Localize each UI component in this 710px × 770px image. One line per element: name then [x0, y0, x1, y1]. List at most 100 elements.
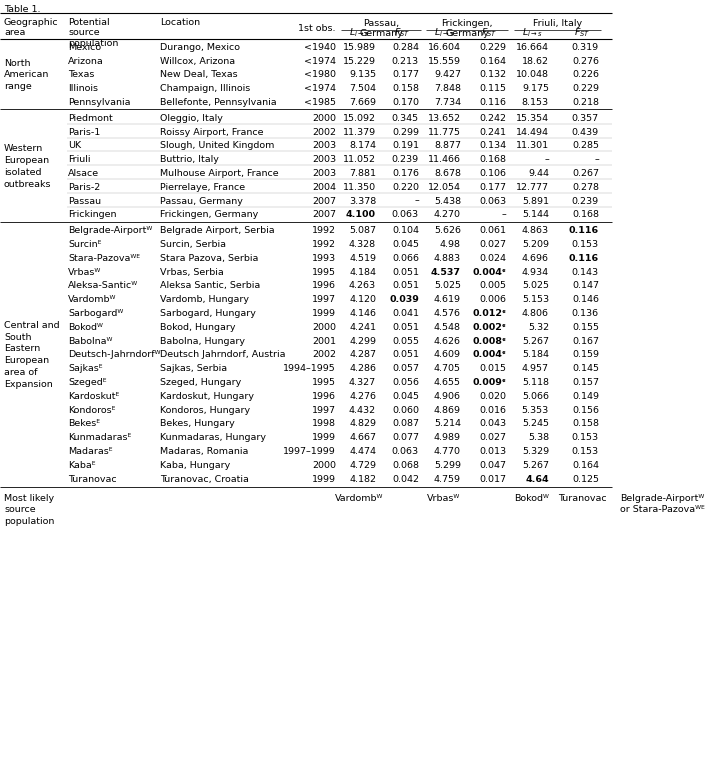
Text: Kardoskut, Hungary: Kardoskut, Hungary — [160, 392, 254, 400]
Text: Passau: Passau — [68, 196, 101, 206]
Text: 4.299: 4.299 — [349, 336, 376, 346]
Text: 4.270: 4.270 — [434, 210, 461, 219]
Text: 12.054: 12.054 — [428, 182, 461, 192]
Text: Vardombᵂ: Vardombᵂ — [335, 494, 383, 503]
Text: $L_{i\rightarrow s}$: $L_{i\rightarrow s}$ — [349, 27, 369, 39]
Text: 0.134: 0.134 — [479, 142, 506, 150]
Text: 5.438: 5.438 — [434, 196, 461, 206]
Text: Turanovac: Turanovac — [68, 474, 116, 484]
Text: 0.063: 0.063 — [392, 210, 419, 219]
Text: 0.043: 0.043 — [479, 420, 506, 428]
Text: 7.881: 7.881 — [349, 169, 376, 178]
Text: 0.006: 0.006 — [479, 295, 506, 304]
Text: <1940: <1940 — [304, 43, 336, 52]
Text: Madaras, Romania: Madaras, Romania — [160, 447, 248, 456]
Text: Aleksa Santic, Serbia: Aleksa Santic, Serbia — [160, 281, 261, 290]
Text: 1999: 1999 — [312, 474, 336, 484]
Text: 0.063: 0.063 — [392, 447, 419, 456]
Text: 4.474: 4.474 — [349, 447, 376, 456]
Text: 2000: 2000 — [312, 323, 336, 332]
Text: Sajkasᴱ: Sajkasᴱ — [68, 364, 102, 373]
Text: 0.278: 0.278 — [572, 182, 599, 192]
Text: 0.167: 0.167 — [572, 336, 599, 346]
Text: 0.039: 0.039 — [389, 295, 419, 304]
Text: 0.153: 0.153 — [572, 447, 599, 456]
Text: Turanovac: Turanovac — [557, 494, 606, 503]
Text: Stara Pazova, Serbia: Stara Pazova, Serbia — [160, 254, 258, 263]
Text: 0.168: 0.168 — [572, 210, 599, 219]
Text: 11.301: 11.301 — [516, 142, 549, 150]
Text: 0.285: 0.285 — [572, 142, 599, 150]
Text: 4.328: 4.328 — [349, 240, 376, 249]
Text: Paris-1: Paris-1 — [68, 128, 100, 136]
Text: Champaign, Illinois: Champaign, Illinois — [160, 84, 250, 93]
Text: 4.934: 4.934 — [522, 268, 549, 276]
Text: $L_{i\rightarrow s}$: $L_{i\rightarrow s}$ — [434, 27, 454, 39]
Text: Belgrade-Airportᵂ
or Stara-Pazovaᵂᴱ: Belgrade-Airportᵂ or Stara-Pazovaᵂᴱ — [620, 494, 704, 514]
Text: 0.116: 0.116 — [479, 98, 506, 107]
Text: Friuli, Italy: Friuli, Italy — [533, 19, 582, 28]
Text: 7.848: 7.848 — [434, 84, 461, 93]
Text: 0.056: 0.056 — [392, 378, 419, 387]
Text: Friuli: Friuli — [68, 156, 90, 164]
Text: Vrbasᵂ: Vrbasᵂ — [68, 268, 102, 276]
Text: 0.177: 0.177 — [392, 70, 419, 79]
Text: 0.218: 0.218 — [572, 98, 599, 107]
Text: $F_{ST}$: $F_{ST}$ — [481, 27, 497, 39]
Text: 0.012ᶝ: 0.012ᶝ — [472, 309, 506, 318]
Text: 7.669: 7.669 — [349, 98, 376, 107]
Text: 2001: 2001 — [312, 336, 336, 346]
Text: –: – — [545, 156, 549, 164]
Text: 4.869: 4.869 — [434, 406, 461, 414]
Text: 15.989: 15.989 — [343, 43, 376, 52]
Text: 5.267: 5.267 — [522, 460, 549, 470]
Text: Kardoskutᴱ: Kardoskutᴱ — [68, 392, 119, 400]
Text: $L_{i\rightarrow s}$: $L_{i\rightarrow s}$ — [522, 27, 542, 39]
Text: 5.209: 5.209 — [522, 240, 549, 249]
Text: 1992: 1992 — [312, 240, 336, 249]
Text: 4.957: 4.957 — [522, 364, 549, 373]
Text: 8.153: 8.153 — [522, 98, 549, 107]
Text: 1st obs.: 1st obs. — [298, 24, 336, 33]
Text: 0.220: 0.220 — [392, 182, 419, 192]
Text: 0.213: 0.213 — [392, 56, 419, 65]
Text: 13.652: 13.652 — [428, 114, 461, 122]
Text: 0.042: 0.042 — [392, 474, 419, 484]
Text: 4.100: 4.100 — [346, 210, 376, 219]
Text: 12.777: 12.777 — [516, 182, 549, 192]
Text: Stara-Pazovaᵂᴱ: Stara-Pazovaᵂᴱ — [68, 254, 140, 263]
Text: 5.38: 5.38 — [528, 434, 549, 442]
Text: 0.041: 0.041 — [392, 309, 419, 318]
Text: 4.806: 4.806 — [522, 309, 549, 318]
Text: <1974: <1974 — [304, 56, 336, 65]
Text: Vardomb, Hungary: Vardomb, Hungary — [160, 295, 249, 304]
Text: 2007: 2007 — [312, 210, 336, 219]
Text: –: – — [414, 196, 419, 206]
Text: 5.329: 5.329 — [522, 447, 549, 456]
Text: 0.176: 0.176 — [392, 169, 419, 178]
Text: 0.115: 0.115 — [479, 84, 506, 93]
Text: Szegedᴱ: Szegedᴱ — [68, 378, 106, 387]
Text: 0.057: 0.057 — [392, 364, 419, 373]
Text: 0.009ᶝ: 0.009ᶝ — [472, 378, 506, 387]
Text: 0.061: 0.061 — [479, 226, 506, 235]
Text: 0.276: 0.276 — [572, 56, 599, 65]
Text: 0.158: 0.158 — [392, 84, 419, 93]
Text: 0.239: 0.239 — [572, 196, 599, 206]
Text: 4.184: 4.184 — [349, 268, 376, 276]
Text: 5.066: 5.066 — [522, 392, 549, 400]
Text: Kondoros, Hungary: Kondoros, Hungary — [160, 406, 250, 414]
Text: 1993: 1993 — [312, 254, 336, 263]
Text: Bellefonte, Pennsylvania: Bellefonte, Pennsylvania — [160, 98, 277, 107]
Text: Vrbasᵂ: Vrbasᵂ — [427, 494, 461, 503]
Text: 0.145: 0.145 — [572, 364, 599, 373]
Text: 4.906: 4.906 — [434, 392, 461, 400]
Text: 3.378: 3.378 — [349, 196, 376, 206]
Text: Sarbogard, Hungary: Sarbogard, Hungary — [160, 309, 256, 318]
Text: 1996: 1996 — [312, 392, 336, 400]
Text: 0.319: 0.319 — [572, 43, 599, 52]
Text: Vardombᵂ: Vardombᵂ — [68, 295, 116, 304]
Text: 4.146: 4.146 — [349, 309, 376, 318]
Text: 0.143: 0.143 — [572, 268, 599, 276]
Text: 5.184: 5.184 — [522, 350, 549, 360]
